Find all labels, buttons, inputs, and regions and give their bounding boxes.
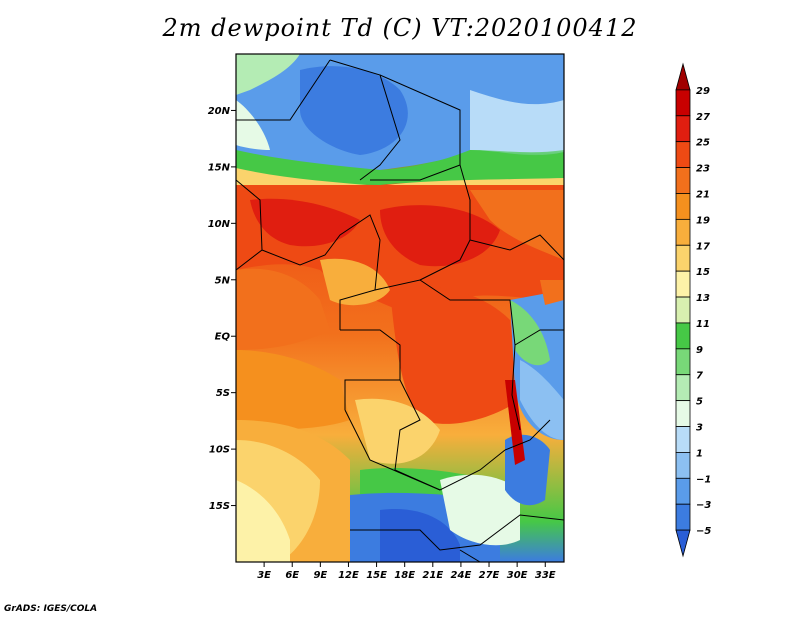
lat-tick-label: 5N: [215, 275, 231, 286]
colorbar-swatch: [675, 374, 691, 402]
country-boundaries: [236, 59, 564, 562]
colorbar-label: 29: [696, 86, 710, 97]
colorbar-label: −1: [696, 474, 711, 485]
lon-tick-label: 12E: [338, 570, 359, 581]
colorbar-label: 21: [696, 189, 710, 200]
colorbar-swatch: [675, 529, 691, 558]
lat-tick-label: EQ: [215, 332, 231, 343]
latitude-axis: 20N 15N 10N 5N EQ 5S 10S 15S: [208, 106, 236, 512]
lon-tick-label: 24E: [451, 570, 472, 581]
lon-tick-label: 6E: [285, 570, 299, 581]
lon-tick-label: 27E: [479, 570, 500, 581]
lon-tick-label: 15E: [366, 570, 387, 581]
colorbar-label: −3: [696, 500, 711, 511]
colorbar-label: 5: [696, 397, 703, 408]
colorbar-swatch: [675, 477, 691, 505]
colorbar-label: 19: [696, 215, 710, 226]
grads-credit: GrADS: IGES/COLA: [4, 604, 98, 614]
map-frame: [235, 53, 565, 563]
colorbar-label: 9: [696, 345, 703, 356]
lat-tick-label: 15S: [209, 501, 230, 512]
colorbar-swatch: [675, 400, 691, 427]
colorbar-label: 1: [696, 448, 703, 459]
dewpoint-field: [236, 54, 564, 562]
lon-tick-label: 9E: [313, 570, 327, 581]
colorbar-swatch: [675, 115, 691, 143]
colorbar-label: 11: [696, 319, 710, 330]
colorbar-swatch: [675, 244, 691, 272]
colorbar-label: −5: [696, 526, 711, 537]
colorbar-label: 3: [696, 423, 703, 434]
colorbar-swatch: [675, 193, 691, 220]
colorbar-label: 27: [696, 112, 710, 123]
colorbar-label: 23: [696, 164, 710, 175]
lat-tick-label: 10N: [208, 219, 231, 230]
colorbar-swatch: [675, 322, 691, 350]
colorbar-swatch: [675, 141, 691, 168]
map-title: 2m dewpoint Td (C) VT:2020100412: [162, 14, 638, 42]
colorbar-label: 17: [696, 241, 710, 252]
colorbar-label: 15: [696, 267, 710, 278]
colorbar-label: 13: [696, 293, 710, 304]
lon-tick-label: 33E: [535, 570, 556, 581]
colorbar-swatch: [675, 89, 691, 117]
longitude-axis: 3E 6E 9E 12E 15E 18E 21E 24E 27E 30E 33E: [257, 562, 556, 581]
colorbar-swatch: [675, 218, 691, 246]
lon-tick-label: 30E: [507, 570, 528, 581]
colorbar-swatch: [675, 167, 691, 194]
lat-tick-label: 15N: [208, 162, 231, 173]
colorbar-legend: 29 27 25 23 21 19 17 15 13 11 9 7 5 3 1 −1 −3 −5: [675, 62, 711, 558]
lon-tick-label: 18E: [394, 570, 415, 581]
colorbar-swatch: [675, 503, 691, 531]
colorbar-swatch: [675, 452, 691, 479]
lon-tick-label: 21E: [422, 570, 443, 581]
lat-tick-label: 10S: [209, 445, 230, 456]
colorbar-swatch: [675, 62, 691, 91]
lon-tick-label: 3E: [257, 570, 271, 581]
colorbar-swatch: [675, 270, 691, 298]
colorbar-label: 25: [696, 138, 710, 149]
colorbar-swatch: [675, 426, 691, 453]
colorbar-swatch: [675, 296, 691, 324]
colorbar-swatch: [675, 348, 691, 376]
lat-tick-label: 20N: [208, 106, 231, 117]
colorbar-label: 7: [696, 371, 703, 382]
lat-tick-label: 5S: [216, 388, 230, 399]
